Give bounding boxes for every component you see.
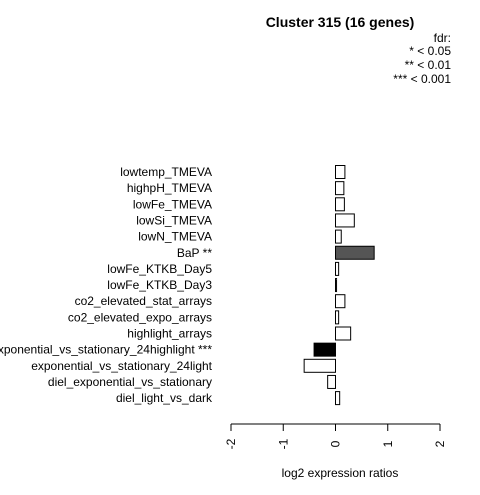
chart-title: Cluster 315 (16 genes) [266,14,415,30]
category-label: highlight_arrays [127,327,212,341]
bar [327,374,337,389]
category-label: BaP ** [177,246,212,260]
legend: fdr: * < 0.05 ** < 0.01 *** < 0.001 [393,31,451,86]
category-label: exponential_vs_stationary_24highlight **… [0,343,212,357]
bar [335,213,355,228]
bar [335,294,346,309]
bar [335,391,341,406]
x-axis-label: log2 expression ratios [282,466,399,480]
bar [335,310,340,325]
bars [303,165,375,406]
bar [335,197,345,212]
category-label: lowN_TMEVA [138,230,212,244]
bar [335,278,338,293]
category-label: lowFe_TMEVA [133,197,212,211]
category-label: co2_elevated_expo_arrays [68,310,212,324]
category-labels: lowtemp_TMEVA highpH_TMEVA lowFe_TMEVA lowS… [0,165,213,405]
category-label: diel_light_vs_dark [116,391,213,405]
legend-entry: *** < 0.001 [393,72,451,86]
bar [335,245,375,260]
category-label: lowtemp_TMEVA [120,165,212,179]
x-tick-label: -2 [224,438,238,449]
bar [313,342,337,357]
legend-title: fdr: [434,31,451,45]
bar [335,181,345,196]
legend-entry: * < 0.05 [409,44,451,58]
x-axis: -2 -1 0 1 2 [224,423,447,449]
category-label: lowFe_KTKB_Day3 [107,278,212,292]
bar [303,358,336,373]
category-label: co2_elevated_stat_arrays [75,294,212,308]
legend-entry: ** < 0.01 [405,58,452,72]
x-tick-label: 0 [329,440,343,447]
bar [335,326,352,341]
x-tick-label: 1 [381,440,395,447]
bar [335,261,340,276]
x-tick-label: -1 [276,438,290,449]
category-label: diel_exponential_vs_stationary [48,375,212,389]
category-label: highpH_TMEVA [127,181,212,195]
category-label: lowSi_TMEVA [136,213,212,227]
category-label: lowFe_KTKB_Day5 [107,262,212,276]
bar [335,229,342,244]
category-label: exponential_vs_stationary_24light [31,359,212,373]
bar [335,165,346,179]
x-tick-label: 2 [433,440,447,447]
